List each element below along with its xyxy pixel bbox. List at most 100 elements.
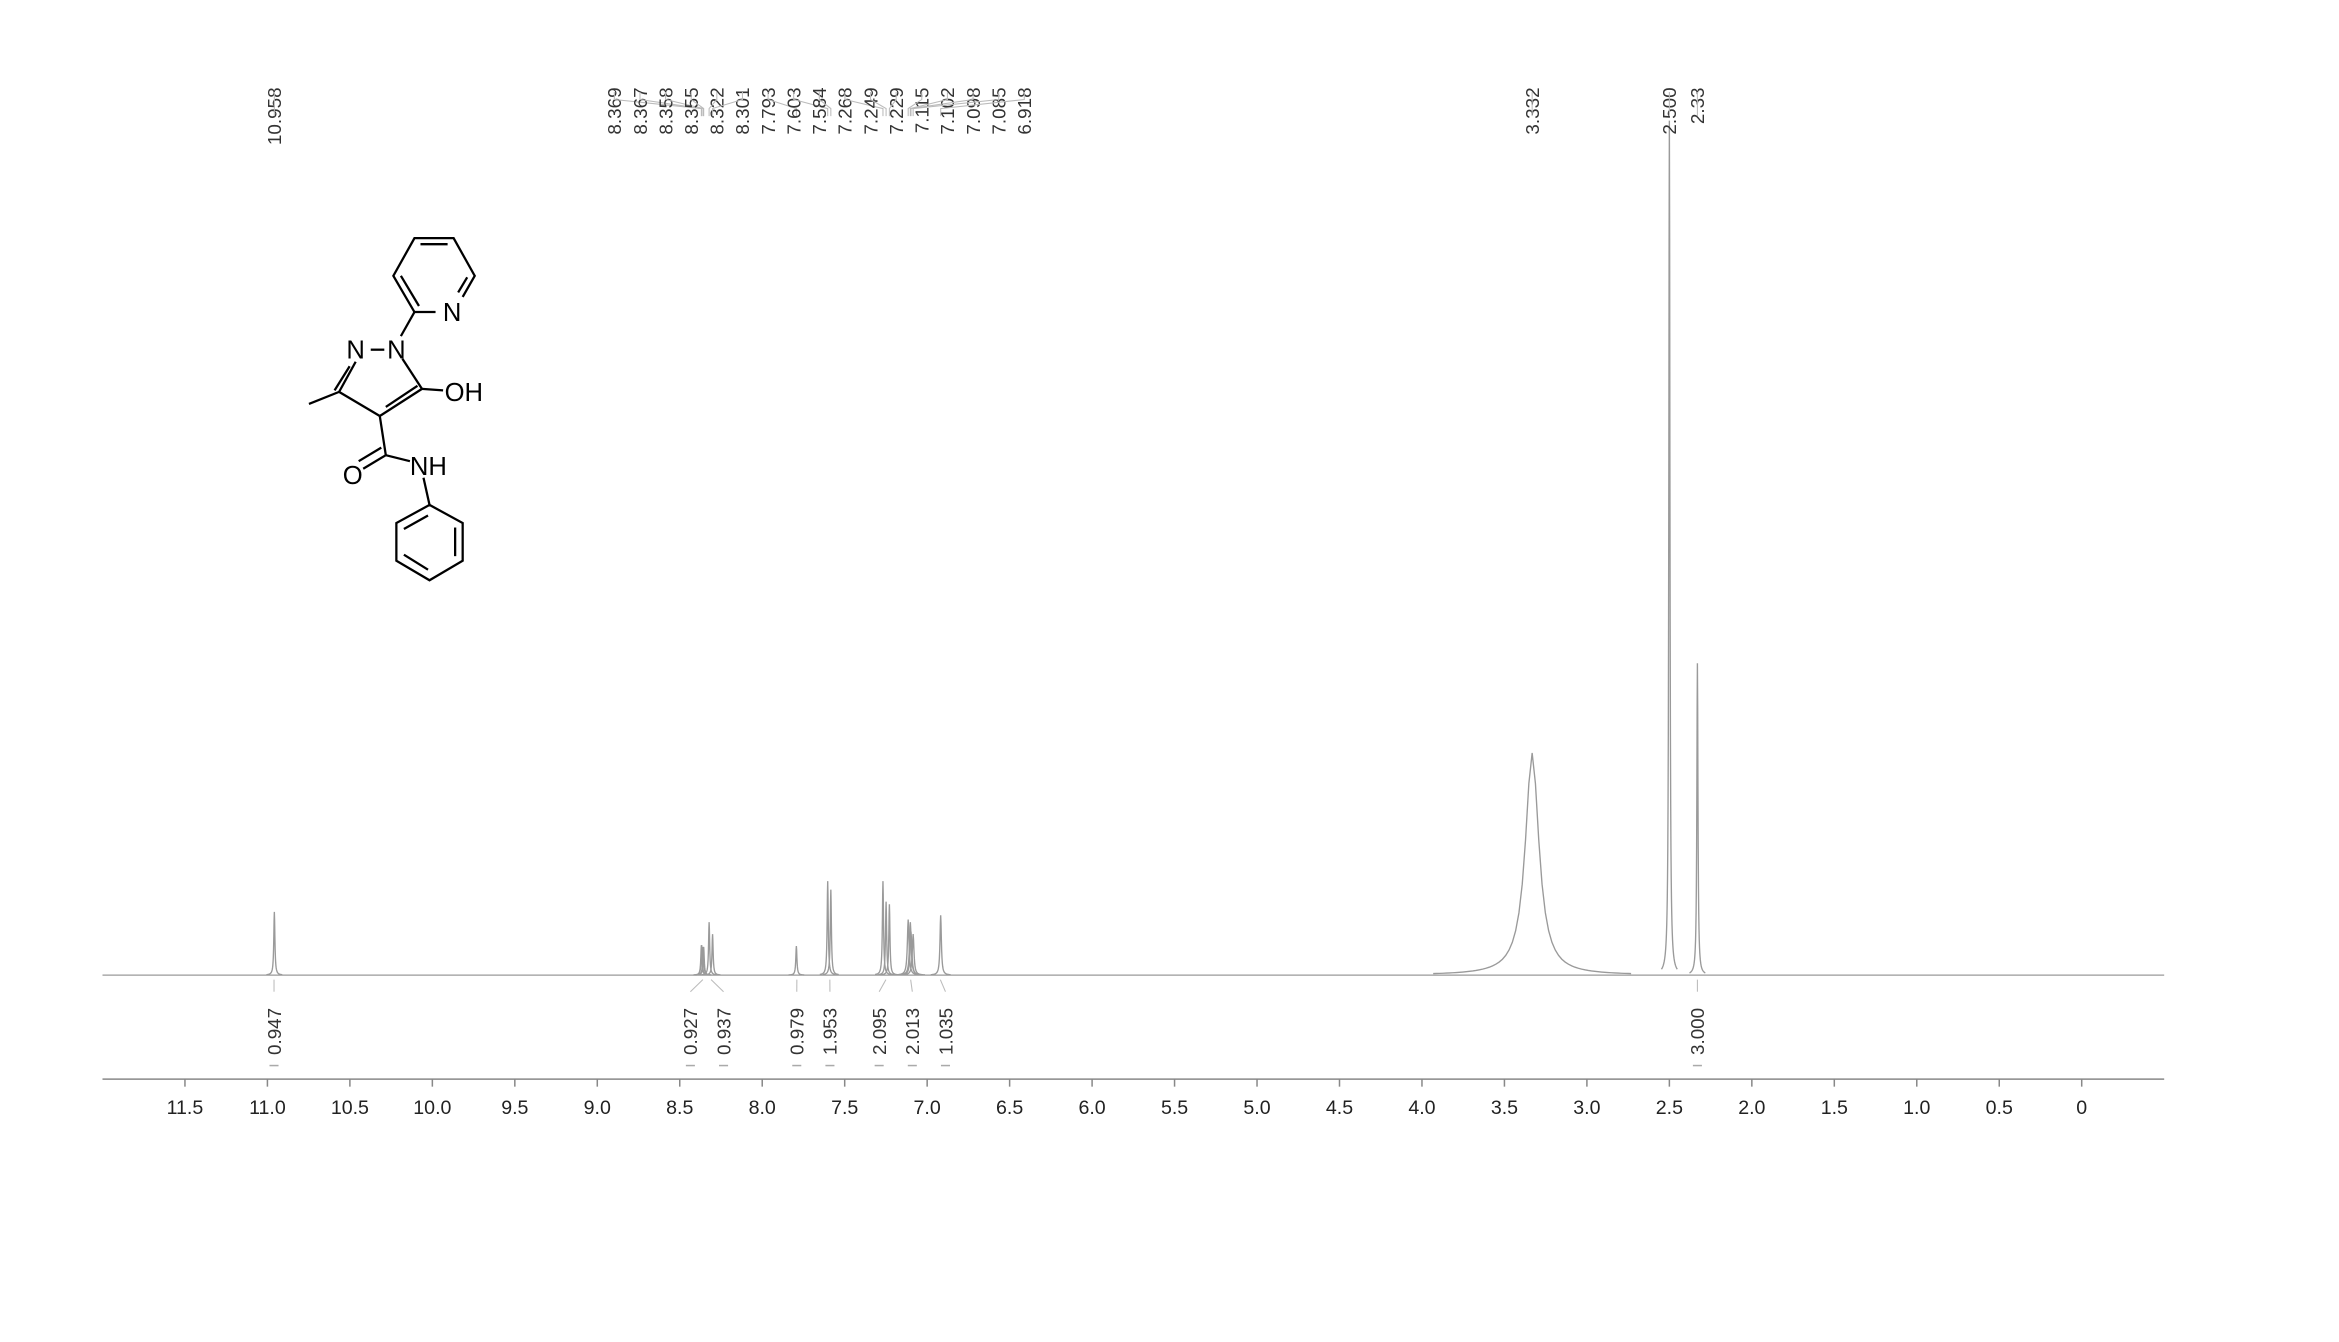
bond xyxy=(379,387,423,417)
peak xyxy=(788,946,805,976)
peak-label: 7.793 xyxy=(758,87,779,134)
structure xyxy=(308,237,477,582)
x-tick-label: 6.0 xyxy=(1078,1097,1105,1119)
integral-label: 0.927 xyxy=(680,1008,701,1055)
x-tick-label: 5.0 xyxy=(1243,1097,1270,1119)
peak-connector xyxy=(690,91,705,117)
x-tick-label: 4.5 xyxy=(1326,1097,1353,1119)
integral-label: 2.095 xyxy=(869,1008,890,1055)
bond xyxy=(308,390,340,405)
peak-connector xyxy=(888,91,897,117)
x-tick-label: 6.5 xyxy=(996,1097,1023,1119)
x-tick-label: 7.0 xyxy=(914,1097,941,1119)
peak xyxy=(822,889,839,976)
peak xyxy=(874,881,891,976)
peak-connector xyxy=(907,91,923,117)
peak xyxy=(930,915,951,976)
peak-label: 6.918 xyxy=(1014,87,1035,134)
peak-connector xyxy=(639,91,703,117)
peak-connector xyxy=(910,91,974,117)
peak-label: 7.229 xyxy=(886,87,907,134)
peak-connector xyxy=(793,91,829,117)
peak-label: 8.355 xyxy=(681,87,702,134)
bond xyxy=(378,415,387,456)
bond xyxy=(338,361,357,393)
bond xyxy=(403,553,429,571)
integral-label: 3.000 xyxy=(1687,1008,1708,1055)
x-tick-label: 0.5 xyxy=(1986,1097,2013,1119)
integral-connector xyxy=(910,979,913,992)
integral-connector xyxy=(690,979,704,993)
bond xyxy=(385,384,419,408)
peak-label: 7.584 xyxy=(809,87,830,134)
peak xyxy=(878,901,895,976)
atom-label: OH xyxy=(445,379,483,407)
x-tick-label: 10.0 xyxy=(413,1097,451,1119)
peak xyxy=(704,934,721,976)
atom-label: O xyxy=(343,462,363,490)
atom-label: NH xyxy=(410,453,447,481)
peak-label: 8.369 xyxy=(604,87,625,134)
bond xyxy=(421,387,444,392)
phenyl-ring xyxy=(395,503,464,582)
x-tick-label: 1.0 xyxy=(1903,1097,1930,1119)
peak-connector xyxy=(912,91,1000,117)
atom-label: N xyxy=(387,337,406,365)
peak-label: 8.358 xyxy=(655,87,676,134)
bond xyxy=(333,365,351,391)
peak xyxy=(881,904,898,976)
bond xyxy=(385,454,411,463)
integral-label: 0.937 xyxy=(713,1008,734,1055)
bond xyxy=(399,275,420,307)
bond xyxy=(401,358,423,390)
x-tick-label: 8.0 xyxy=(749,1097,776,1119)
integral-label: 0.979 xyxy=(787,1008,808,1055)
x-tick-label: 9.0 xyxy=(584,1097,611,1119)
integral-connector xyxy=(710,979,724,993)
integral-label: 0.947 xyxy=(264,1008,285,1055)
peak xyxy=(901,934,926,976)
bond xyxy=(362,454,387,470)
atom-label: N xyxy=(346,337,365,365)
x-tick-label: 7.5 xyxy=(831,1097,858,1119)
peak-label: 7.098 xyxy=(963,87,984,134)
peak-label: 8.301 xyxy=(732,87,753,134)
peak-connector xyxy=(818,91,832,117)
peak-connector xyxy=(870,91,887,117)
integral-connector xyxy=(878,979,887,992)
peak-label: 7.085 xyxy=(988,87,1009,134)
peak-label: 7.603 xyxy=(783,87,804,134)
x-tick-label: 1.5 xyxy=(1821,1097,1848,1119)
bond xyxy=(403,514,429,531)
bond xyxy=(358,446,382,463)
peak xyxy=(1660,120,1678,970)
x-tick-label: 3.0 xyxy=(1573,1097,1600,1119)
x-tick-label: 9.5 xyxy=(501,1097,528,1119)
x-tick-label: 4.0 xyxy=(1408,1097,1435,1119)
atom-label: N xyxy=(443,299,462,327)
integral-label: 2.013 xyxy=(902,1008,923,1055)
peak-connector xyxy=(708,91,718,117)
peak xyxy=(266,911,283,976)
x-tick-label: 5.5 xyxy=(1161,1097,1188,1119)
x-tick-label: 8.5 xyxy=(666,1097,693,1119)
peak-label: 7.268 xyxy=(835,87,856,134)
integral-label: 1.035 xyxy=(935,1008,956,1055)
peak-label: 7.102 xyxy=(937,87,958,134)
peak xyxy=(1689,663,1706,974)
peak xyxy=(695,946,712,976)
bond xyxy=(338,390,381,417)
bond xyxy=(399,311,416,337)
x-tick-label: 11.0 xyxy=(249,1097,286,1119)
bond xyxy=(457,276,469,294)
peak-connector xyxy=(712,91,743,117)
x-tick-label: 3.5 xyxy=(1491,1097,1518,1119)
x-tick-label: 10.5 xyxy=(331,1097,369,1119)
peak-connector xyxy=(909,91,948,117)
peak xyxy=(819,881,836,976)
peak-label: 7.249 xyxy=(860,87,881,134)
x-tick-label: 2.5 xyxy=(1656,1097,1683,1119)
peak-connector xyxy=(767,91,797,117)
bond xyxy=(422,477,431,506)
